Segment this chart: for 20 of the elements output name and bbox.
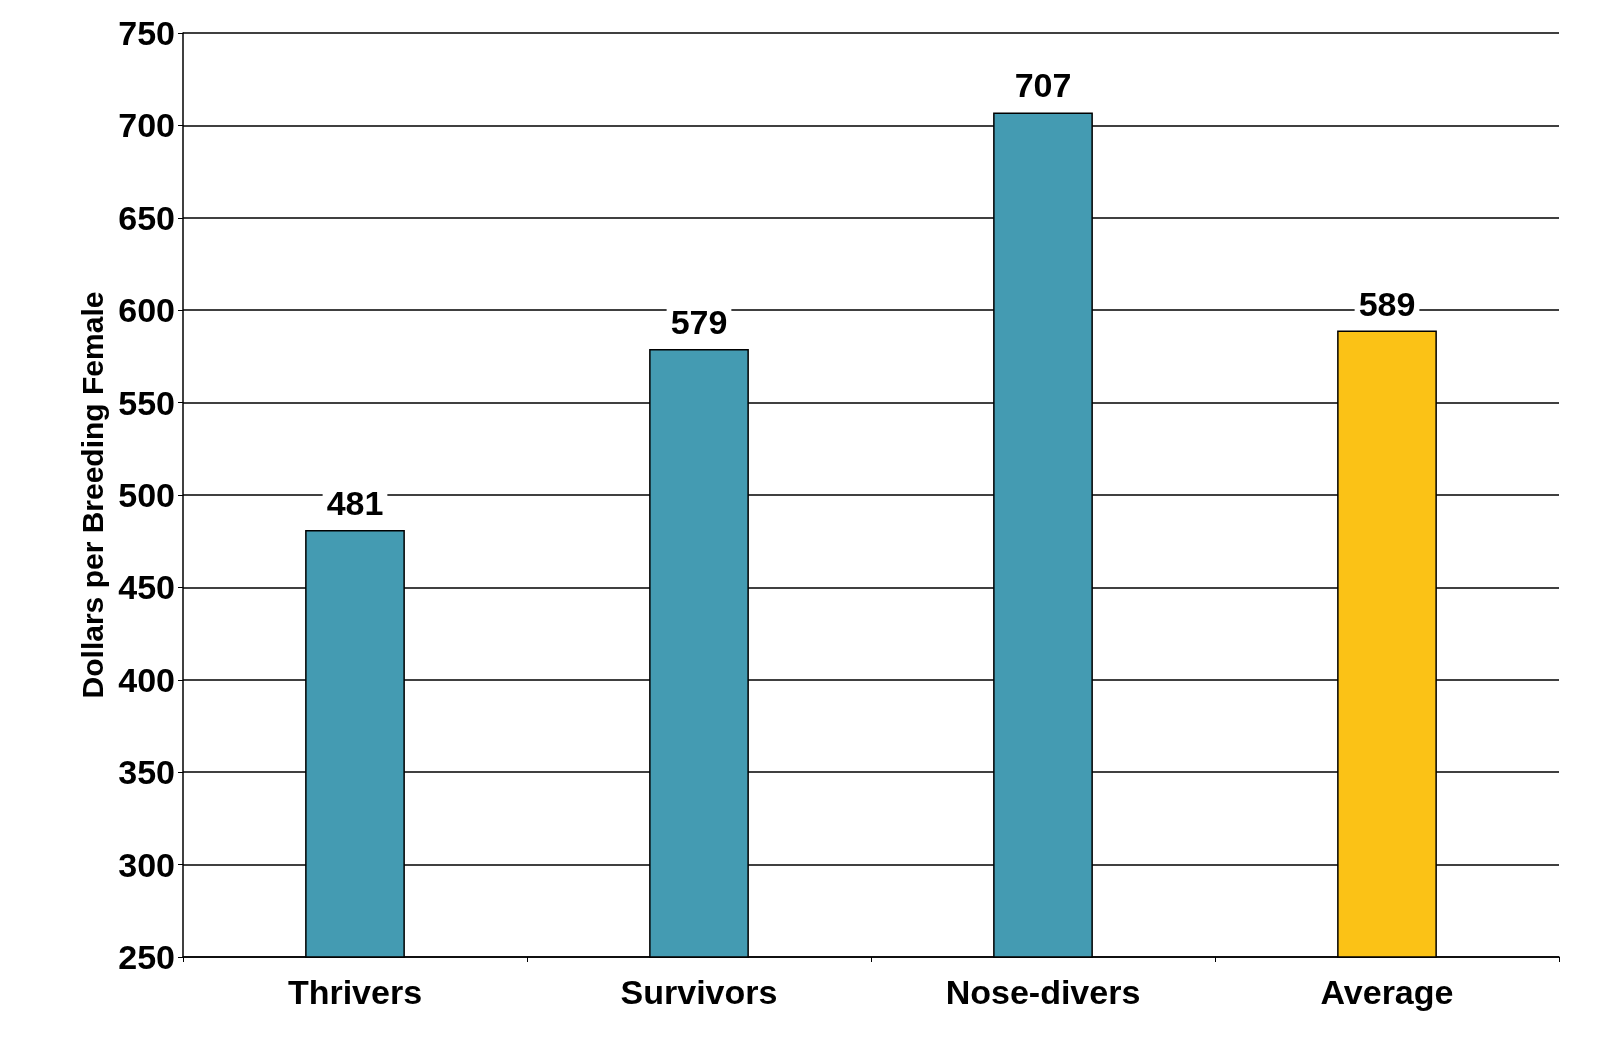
y-tick-label: 500 [118,476,175,514]
y-tick-label: 600 [118,291,175,330]
x-tick-label: Thrivers [287,973,423,1011]
data-label: 579 [670,303,728,342]
data-label: 589 [1358,284,1416,323]
y-tick-label: 300 [118,845,175,884]
y-tick-label: 650 [118,198,175,237]
y-tick-label: 350 [118,753,175,792]
data-label: 707 [1014,66,1072,105]
y-tick-label: 450 [118,568,175,607]
x-tick-label: Average [1320,973,1454,1011]
y-axis-title: Dollars per Breeding Female [75,291,109,699]
y-tick-label: 700 [118,106,175,145]
y-tick-label: 550 [118,383,175,422]
y-tick-label: 250 [118,938,175,976]
data-label: 481 [326,484,384,523]
y-tick-label: 750 [118,14,175,52]
y-tick-label: 400 [118,660,175,699]
x-tick-label: Nose-divers [945,973,1141,1011]
x-tick-label: Survivors [620,973,778,1011]
